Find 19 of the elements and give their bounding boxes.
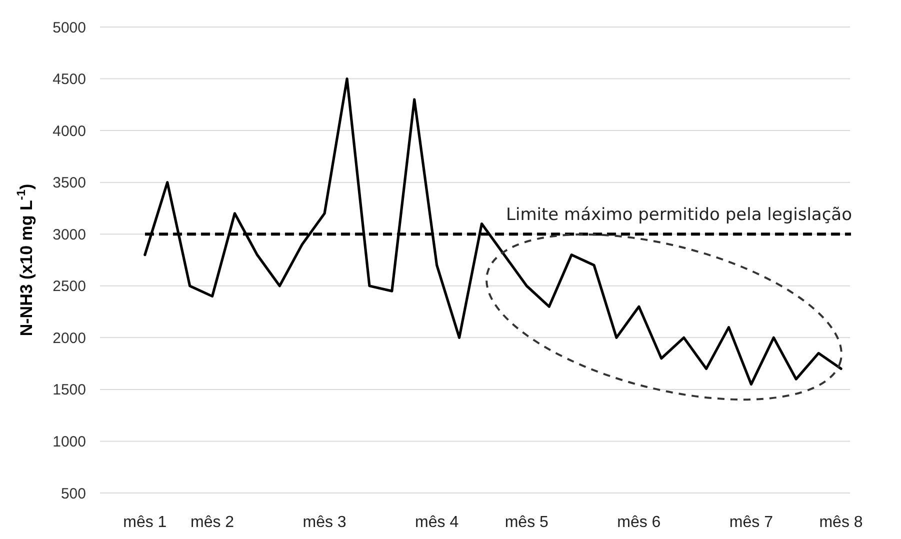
x-tick-label: mês 4 — [415, 514, 459, 531]
x-tick-label: mês 6 — [617, 514, 661, 531]
x-tick-label: mês 3 — [302, 514, 346, 531]
x-tick-label: mês 1 — [123, 514, 167, 531]
ref-line-label: Limite máximo permitido pela legislação — [506, 205, 852, 226]
x-tick-label: mês 8 — [819, 514, 863, 531]
y-tick-label: 500 — [60, 485, 86, 502]
y-tick-label: 3500 — [52, 174, 86, 192]
y-tick-label: 2000 — [52, 330, 86, 347]
x-tick-label: mês 7 — [729, 514, 774, 531]
y-tick-label: 4000 — [52, 122, 86, 140]
y-tick-label: 1000 — [52, 433, 86, 450]
y-tick-label: 2500 — [52, 278, 86, 296]
y-tick-label: 3000 — [52, 226, 86, 244]
y-tick-label: 1500 — [52, 382, 86, 399]
x-tick-label: mês 2 — [190, 514, 234, 531]
y-tick-label: 4500 — [52, 71, 86, 88]
x-tick-label: mês 5 — [504, 514, 549, 531]
y-tick-label: 5000 — [52, 19, 86, 36]
